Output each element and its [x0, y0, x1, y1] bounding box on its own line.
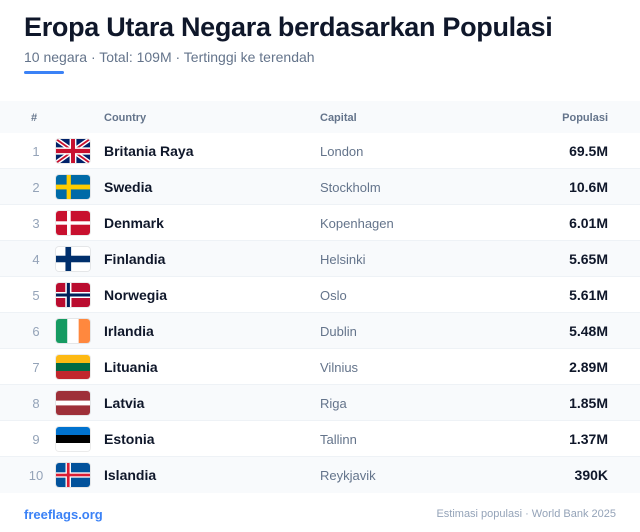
row-country: Finlandia — [104, 251, 166, 267]
flag-no-icon — [56, 283, 90, 307]
flag-se-icon — [56, 175, 90, 199]
table-row: 6 Irlandia Dublin 5.48M — [0, 313, 640, 349]
row-population: 10.6M — [569, 179, 608, 195]
row-capital: Dublin — [320, 324, 357, 339]
flag-ee-icon — [56, 427, 90, 451]
column-header-capital: Capital — [320, 112, 357, 124]
table-header: # Country Capital Populasi — [0, 101, 640, 133]
row-capital: Oslo — [320, 288, 347, 303]
row-country: Latvia — [104, 395, 145, 411]
flag-ie-icon — [56, 319, 90, 343]
row-country: Estonia — [104, 431, 155, 447]
page-subtitle: 10 negara · Total: 109M · Tertinggi ke t… — [24, 49, 315, 65]
row-country: Lituania — [104, 359, 158, 375]
row-population: 6.01M — [569, 215, 608, 231]
row-rank: 9 — [32, 432, 40, 447]
column-header-rank: # — [31, 112, 38, 124]
flag-lt-icon — [56, 355, 90, 379]
column-header-population: Populasi — [562, 112, 608, 124]
row-capital: Kopenhagen — [320, 216, 394, 231]
row-population: 1.85M — [569, 395, 608, 411]
row-rank: 1 — [32, 144, 40, 159]
row-population: 390K — [574, 467, 608, 483]
table-row: 1 Britania Raya London 69.5M — [0, 133, 640, 169]
table-row: 10 Islandia Reykjavik 390K — [0, 457, 640, 493]
table-row: 9 Estonia Tallinn 1.37M — [0, 421, 640, 457]
row-population: 2.89M — [569, 359, 608, 375]
row-rank: 8 — [32, 396, 40, 411]
row-capital: London — [320, 144, 364, 159]
row-rank: 3 — [32, 216, 40, 231]
flag-dk-icon — [56, 211, 90, 235]
row-country: Irlandia — [104, 323, 154, 339]
row-population: 5.48M — [569, 323, 608, 339]
table-row: 3 Denmark Kopenhagen 6.01M — [0, 205, 640, 241]
table-body: 1 Britania Raya London 69.5M 2 Swedia St… — [0, 133, 640, 493]
row-rank: 7 — [32, 360, 40, 375]
table-row: 8 Latvia Riga 1.85M — [0, 385, 640, 421]
row-population: 5.61M — [569, 287, 608, 303]
row-capital: Tallinn — [320, 432, 357, 447]
row-country: Islandia — [104, 467, 157, 483]
table-row: 2 Swedia Stockholm 10.6M — [0, 169, 640, 205]
row-country: Denmark — [104, 215, 164, 231]
title-accent-bar — [24, 71, 64, 74]
row-population: 5.65M — [569, 251, 608, 267]
table-row: 7 Lituania Vilnius 2.89M — [0, 349, 640, 385]
page-title: Eropa Utara Negara berdasarkan Populasi — [24, 12, 553, 42]
table-row: 5 Norwegia Oslo 5.61M — [0, 277, 640, 313]
flag-is-icon — [56, 463, 90, 487]
row-population: 69.5M — [569, 143, 608, 159]
row-country: Britania Raya — [104, 143, 194, 159]
row-rank: 6 — [32, 324, 40, 339]
table-row: 4 Finlandia Helsinki 5.65M — [0, 241, 640, 277]
footer-note: Estimasi populasi · World Bank 2025 — [436, 508, 616, 520]
row-capital: Stockholm — [320, 180, 381, 195]
row-rank: 10 — [28, 468, 44, 483]
flag-fi-icon — [56, 247, 90, 271]
row-rank: 4 — [32, 252, 40, 267]
row-country: Swedia — [104, 179, 153, 195]
row-capital: Helsinki — [320, 252, 366, 267]
flag-gb-icon — [56, 139, 90, 163]
row-capital: Riga — [320, 396, 347, 411]
flag-lv-icon — [56, 391, 90, 415]
footer-source-link[interactable]: freeflags.org — [24, 507, 103, 522]
row-capital: Reykjavik — [320, 468, 376, 483]
row-country: Norwegia — [104, 287, 168, 303]
column-header-country: Country — [104, 112, 147, 124]
row-rank: 2 — [32, 180, 40, 195]
row-rank: 5 — [32, 288, 40, 303]
row-capital: Vilnius — [320, 360, 359, 375]
row-population: 1.37M — [569, 431, 608, 447]
